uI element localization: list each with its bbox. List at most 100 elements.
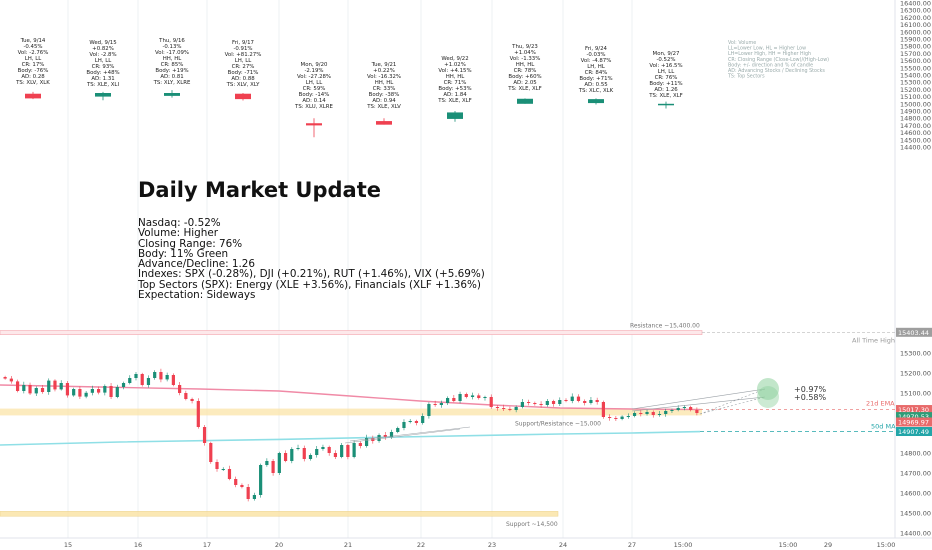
intraday-candle — [333, 453, 338, 457]
chart-title: Daily Market Update — [138, 178, 381, 202]
intraday-candle — [414, 421, 419, 423]
day-annotation: Vol: -16.32% — [367, 74, 401, 80]
intraday-candle — [128, 378, 132, 383]
legend-line: Body: +/- direction and % of candle — [728, 62, 813, 68]
day-annotation: -0.52% — [656, 57, 675, 63]
projection-label: +0.58% — [794, 393, 827, 402]
day-annotation: -0.13% — [162, 44, 181, 50]
price-tag-label: 15017.30 — [898, 406, 929, 414]
day-annotation: TS: XLV, XLK — [15, 80, 50, 86]
intraday-candle — [277, 453, 281, 473]
intraday-candle — [321, 447, 325, 449]
intraday-candle — [103, 386, 107, 393]
price-tag — [896, 327, 932, 337]
intraday-candle — [121, 383, 126, 387]
daily-candle — [588, 99, 604, 104]
day-annotation: Body: +53% — [438, 86, 471, 92]
market-summary: Nasdaq: -0.52% Volume: Higher Closing Ra… — [138, 218, 485, 301]
y-tick-label: 14700.00 — [900, 470, 931, 478]
price-tag-label: 15403.44 — [898, 329, 929, 337]
day-annotation: Thu, 9/16 — [158, 38, 185, 44]
day-annotation: TS: XLC, XLK — [578, 88, 614, 94]
day-annotation: -0.03% — [586, 52, 605, 58]
intraday-candle — [53, 380, 57, 390]
intraday-candle — [576, 396, 581, 401]
x-tick-label: 23 — [488, 541, 496, 549]
intraday-candle — [109, 386, 113, 397]
day-annotation: HH, HL — [375, 80, 394, 86]
intraday-candle — [645, 412, 649, 414]
day-annotation: CR: 78% — [514, 68, 537, 74]
y-tick-label: 14800.00 — [900, 115, 931, 123]
intraday-candle — [614, 418, 618, 419]
intraday-candle — [527, 402, 531, 403]
intraday-candle — [508, 409, 512, 410]
y-tick-label: 15000.00 — [900, 100, 931, 108]
intraday-candle — [583, 401, 587, 403]
intraday-candle — [445, 398, 450, 403]
day-annotation: Fri, 9/24 — [585, 46, 608, 52]
day-annotation: TS: XLE, XLF — [437, 98, 472, 104]
day-annotation: Body: +48% — [86, 70, 119, 76]
day-annotation: Fri, 9/17 — [232, 40, 254, 46]
day-annotation: AD: 0.55 — [584, 82, 607, 88]
intraday-candle — [682, 407, 687, 408]
day-annotation: Vol: +4.15% — [438, 68, 471, 74]
legend-line: Vol: Volume — [728, 40, 756, 46]
day-annotation: CR: 17% — [22, 62, 45, 68]
day-annotation: Vol: -17.09% — [155, 50, 189, 56]
intraday-candle — [308, 455, 313, 459]
intraday-candle — [402, 422, 406, 428]
y-tick-label: 14800.00 — [900, 450, 931, 458]
intraday-candle — [620, 416, 624, 419]
summary-line: Advance/Decline: 1.26 — [138, 258, 256, 271]
intraday-candle — [427, 404, 431, 416]
y-tick-label: 16200.00 — [900, 14, 931, 22]
day-annotation: TS: XLY, XLRE — [153, 80, 191, 86]
intraday-candle — [15, 381, 20, 391]
x-tick-label: 27 — [628, 541, 636, 549]
intraday-candle — [302, 448, 306, 459]
intraday-candle — [539, 404, 543, 405]
trend-line — [631, 396, 766, 412]
y-tick-label: 16100.00 — [900, 21, 931, 29]
intraday-candle — [421, 416, 425, 423]
intraday-candle — [695, 410, 699, 413]
y-tick-label: 15100.00 — [900, 93, 931, 101]
y-tick-label: 14400.00 — [900, 530, 931, 538]
intraday-candle — [159, 372, 163, 380]
x-tick-label: 21 — [344, 541, 352, 549]
price-tag — [896, 405, 932, 415]
day-annotation: Body: -71% — [228, 70, 259, 76]
intraday-candle — [190, 399, 194, 401]
intraday-candle — [22, 385, 26, 391]
y-tick-label: 15100.00 — [900, 390, 931, 398]
intraday-candle — [639, 413, 643, 414]
intraday-candle — [28, 385, 32, 394]
day-annotation: Body: +11% — [649, 81, 682, 87]
day-annotation: CR: 59% — [303, 86, 326, 92]
day-annotation: AD: 0.88 — [231, 76, 255, 82]
day-annotation: Mon, 9/20 — [301, 62, 328, 68]
day-annotation: AD: 1.84 — [443, 92, 467, 98]
intraday-candle — [564, 400, 568, 401]
intraday-candle — [570, 396, 574, 401]
projection-label: +0.97% — [794, 385, 827, 394]
intraday-candle — [3, 377, 7, 379]
day-annotation: +1.04% — [514, 50, 536, 56]
intraday-candle — [383, 435, 387, 437]
intraday-candle — [227, 469, 232, 479]
projection-line — [699, 388, 766, 415]
intraday-candle — [178, 385, 182, 393]
intraday-candle — [626, 416, 630, 417]
zone-label: Resistance ~15,400.00 — [630, 323, 700, 330]
intraday-candle — [153, 372, 157, 378]
day-annotation: AD: 1.31 — [91, 76, 114, 82]
intraday-candle — [396, 428, 400, 432]
intraday-candle — [171, 375, 175, 385]
intraday-candle — [59, 383, 63, 390]
intraday-candle — [433, 404, 437, 405]
day-annotation: Thu, 9/23 — [511, 44, 538, 50]
x-tick-label: 24 — [559, 541, 567, 549]
